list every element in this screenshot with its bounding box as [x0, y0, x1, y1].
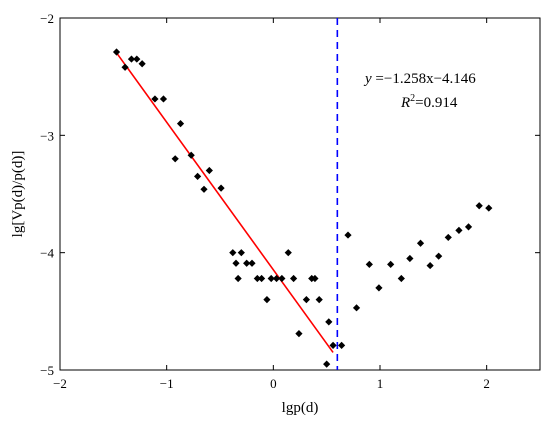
- data-point: [290, 274, 298, 283]
- data-point: [455, 226, 463, 234]
- data-point: [243, 259, 251, 267]
- data-point: [485, 204, 493, 212]
- data-point: [475, 202, 483, 210]
- data-point: [387, 260, 395, 268]
- x-tick-label: 0: [270, 376, 277, 391]
- data-point: [278, 274, 286, 283]
- data-point: [217, 184, 225, 192]
- data-point: [234, 274, 242, 283]
- equation-rest: =−1.258x−4.146: [372, 71, 477, 87]
- tick-labels: −2 −1 0 1 2 −5 −4 −3 −2: [40, 11, 490, 391]
- y-tick-label: −3: [40, 128, 54, 143]
- r2-value: =0.914: [415, 95, 458, 111]
- x-tick-label: −2: [53, 376, 67, 391]
- data-point: [232, 259, 240, 267]
- data-point: [159, 95, 168, 103]
- y-tick-label: −2: [40, 11, 54, 26]
- data-point: [194, 172, 202, 180]
- data-point: [323, 360, 331, 368]
- data-point: [344, 231, 352, 239]
- fit-line: [115, 52, 334, 353]
- r2-annotation: R2=0.914: [400, 93, 458, 111]
- data-point: [311, 274, 319, 283]
- data-point: [284, 249, 292, 257]
- data-point: [295, 330, 303, 338]
- x-axis-label: lgp(d): [282, 400, 319, 416]
- data-point: [248, 259, 256, 267]
- plot-frame: [59, 17, 541, 371]
- data-point: [397, 274, 405, 283]
- data-point: [171, 155, 179, 163]
- data-point: [253, 274, 261, 283]
- y-tick-label: −4: [40, 246, 54, 261]
- data-point: [263, 296, 271, 304]
- data-point: [112, 48, 121, 56]
- x-tick-label: 1: [377, 376, 384, 391]
- data-point: [272, 274, 281, 283]
- data-point: [338, 341, 346, 349]
- data-points: [112, 48, 493, 368]
- axis-ticks: [59, 17, 540, 371]
- data-point: [133, 55, 141, 63]
- data-point: [258, 274, 266, 283]
- data-point: [464, 223, 473, 231]
- y-axis-label: lg[Vp(d)/p(d)]: [10, 151, 26, 238]
- data-point: [329, 341, 337, 349]
- data-point: [315, 296, 323, 304]
- data-point: [365, 260, 373, 268]
- data-point: [151, 95, 159, 103]
- data-point: [187, 151, 195, 159]
- data-point: [229, 249, 237, 257]
- data-point: [176, 120, 185, 128]
- data-point: [127, 55, 136, 63]
- data-point: [237, 249, 245, 257]
- data-point: [267, 274, 275, 283]
- data-point: [352, 304, 361, 312]
- data-point: [416, 239, 425, 247]
- data-point: [426, 261, 434, 270]
- r2-sup: 2: [410, 93, 415, 104]
- data-point: [138, 60, 146, 68]
- data-point: [375, 284, 383, 292]
- data-point: [406, 254, 414, 263]
- data-point: [435, 252, 443, 260]
- equation-annotation: y =−1.258x−4.146: [363, 71, 476, 87]
- x-tick-label: −1: [160, 376, 174, 391]
- data-point: [200, 185, 208, 193]
- y-tick-label: −5: [40, 363, 54, 378]
- data-point: [444, 233, 452, 242]
- data-point: [205, 166, 213, 175]
- data-point: [302, 296, 310, 304]
- data-point: [121, 63, 129, 71]
- equation-y: y: [363, 71, 372, 87]
- data-point: [325, 318, 333, 326]
- r2-label: R: [400, 95, 410, 111]
- x-tick-label: 2: [483, 376, 490, 391]
